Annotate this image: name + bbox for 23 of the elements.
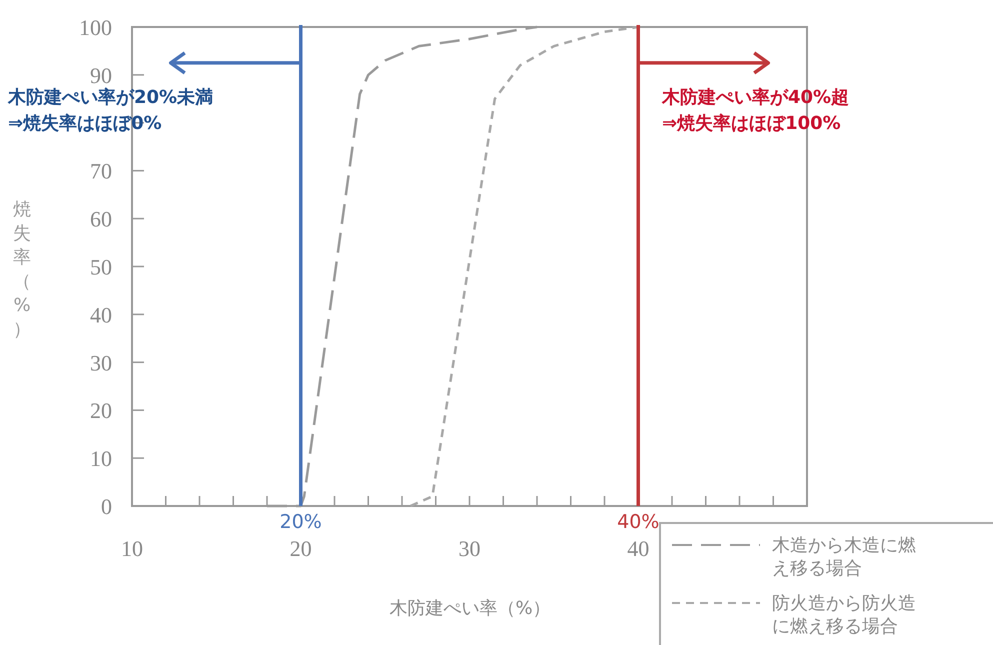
legend-label: 防火造から防火造に燃え移る場合 xyxy=(772,593,916,637)
y-tick-label: 10 xyxy=(90,446,112,472)
x-tick-label: 40 xyxy=(627,536,650,561)
x-axis-title: 木防建ぺい率（%） xyxy=(389,598,551,619)
y-tick-label: 100 xyxy=(79,15,112,40)
annotation: 木防建ぺい率が40%超 ⇒焼失率はほぼ100% xyxy=(661,87,850,134)
x-tick-label: 10 xyxy=(121,536,143,561)
y-tick-label: 60 xyxy=(90,206,112,232)
y-tick-label: 70 xyxy=(90,158,112,184)
x-tick-label: 20 xyxy=(290,536,312,561)
annotation: 木防建ぺい率が20%未満 ⇒焼失率はほぼ0% xyxy=(7,87,214,134)
line-series xyxy=(409,26,640,508)
y-tick-label: 90 xyxy=(90,62,112,88)
y-tick-label: 20 xyxy=(90,398,112,424)
y-tick-label: 0 xyxy=(101,494,112,519)
x-tick-label: 30 xyxy=(458,536,480,561)
ref-line-label: 40% xyxy=(617,511,660,533)
legend-label: 木造から木造に燃え移る場合 xyxy=(772,535,916,579)
y-tick-label: 30 xyxy=(90,350,112,376)
ref-line-label: 20% xyxy=(280,511,322,533)
y-axis-title: 焼失率（%） xyxy=(13,199,31,340)
y-tick-label: 50 xyxy=(90,254,112,280)
y-tick-label: 40 xyxy=(90,302,112,328)
